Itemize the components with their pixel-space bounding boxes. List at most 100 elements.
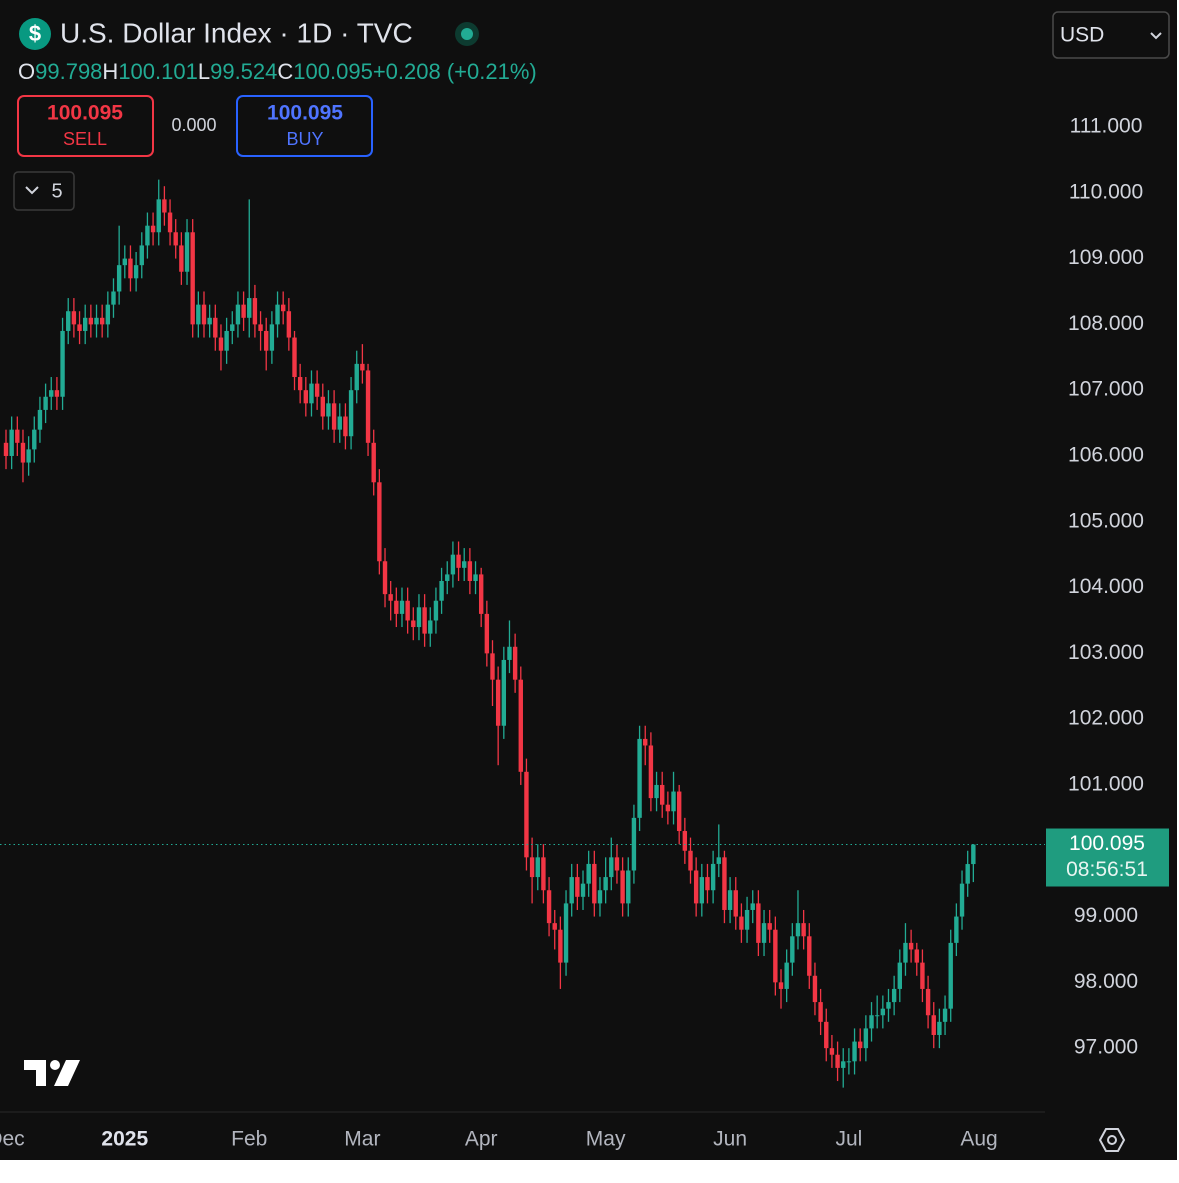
- ohlc-label: O: [18, 59, 35, 84]
- candle-body: [297, 377, 303, 391]
- candle-body: [688, 850, 693, 871]
- candle-body: [478, 574, 484, 614]
- candle-body: [314, 383, 320, 397]
- y-tick-label: 110.000: [1069, 180, 1143, 203]
- chart-title: U.S. Dollar Index · 1D · TVC: [60, 17, 413, 48]
- candle-body: [824, 1021, 829, 1049]
- candle-body: [15, 429, 20, 443]
- candle-body: [784, 962, 789, 989]
- candle-body: [699, 877, 705, 904]
- candle-body: [490, 653, 495, 680]
- candle-body: [558, 929, 563, 963]
- x-tick-label: Dec: [0, 1128, 25, 1151]
- candle-body: [592, 863, 597, 904]
- candle-body: [614, 857, 620, 871]
- candle-body: [150, 225, 156, 233]
- symbol-icon: [19, 18, 51, 50]
- candle-body: [32, 429, 37, 450]
- candle-body: [450, 554, 456, 575]
- candle-body: [280, 304, 286, 312]
- candle-body: [660, 784, 665, 805]
- indicators-toggle[interactable]: [13, 171, 75, 211]
- candle-body: [371, 442, 376, 483]
- candle-body: [948, 942, 953, 1009]
- candle-body: [931, 1015, 936, 1035]
- candle-body: [518, 679, 523, 772]
- candle-body: [196, 304, 201, 325]
- candle-body: [654, 784, 659, 799]
- candle-body: [43, 396, 48, 410]
- candle-body: [133, 265, 139, 279]
- candle-body: [66, 311, 71, 331]
- candle-body: [348, 390, 354, 437]
- settings-hex: [1098, 1128, 1126, 1152]
- spread: 0.000: [171, 115, 216, 135]
- buy-price: 100.095: [267, 102, 343, 125]
- candle-body: [201, 304, 207, 325]
- x-tick-label: Mar: [344, 1128, 380, 1151]
- candle-body: [954, 916, 959, 943]
- candle-body: [184, 232, 190, 272]
- plot-area: [0, 179, 1045, 1088]
- candle-body: [631, 817, 637, 871]
- sell-button[interactable]: [17, 95, 154, 157]
- candle-body: [937, 1021, 942, 1035]
- y-tick-label: 106.000: [1068, 444, 1144, 467]
- candle-body: [908, 942, 914, 950]
- candle-body: [756, 903, 761, 943]
- ohlc-label: H: [102, 59, 118, 84]
- candle-body: [874, 1015, 880, 1017]
- chevron-icon: [25, 186, 39, 195]
- candle-body: [145, 225, 150, 246]
- ohlc-value: 100.101: [118, 59, 198, 84]
- candle-body: [648, 745, 654, 799]
- candle-body: [224, 330, 229, 351]
- candle-body: [377, 482, 382, 562]
- candle-body: [456, 554, 461, 568]
- candle-body: [597, 890, 603, 904]
- x-tick-label: Jun: [713, 1128, 747, 1151]
- x-tick-label: May: [586, 1128, 626, 1151]
- candle-body: [365, 370, 371, 443]
- candle-body: [609, 857, 614, 878]
- logo-part: [24, 1060, 46, 1086]
- y-tick-label: 109.000: [1068, 246, 1144, 269]
- candle-body: [343, 416, 348, 437]
- sell-label: SELL: [63, 129, 107, 149]
- candle-body: [807, 936, 812, 976]
- candle-body: [218, 337, 224, 351]
- candle-body: [773, 929, 778, 983]
- candle-body: [3, 442, 9, 456]
- candle-body: [326, 403, 331, 417]
- candle-body: [744, 909, 750, 930]
- currency-select[interactable]: [1052, 11, 1170, 59]
- candle-body: [829, 1048, 835, 1055]
- candle-body: [9, 429, 14, 456]
- x-tick-label: Feb: [231, 1128, 267, 1151]
- candle-body: [705, 877, 710, 891]
- candle-body: [399, 600, 405, 614]
- candle-body: [586, 863, 591, 884]
- candle-body: [309, 383, 314, 404]
- settings-icon[interactable]: [1098, 1128, 1126, 1152]
- candle-body: [320, 396, 325, 417]
- candle-body: [643, 738, 648, 746]
- candle-body: [863, 1028, 869, 1049]
- y-tick-label: 107.000: [1068, 378, 1144, 401]
- y-tick-label: 108.000: [1068, 312, 1144, 335]
- candle-body: [665, 804, 671, 812]
- x-tick-label: Aug: [960, 1128, 997, 1151]
- candle-body: [750, 903, 755, 910]
- buy-button[interactable]: [236, 95, 373, 157]
- candle-body: [676, 791, 682, 832]
- chevron-icon: [1150, 32, 1162, 40]
- candle-body: [716, 857, 721, 864]
- candle-body: [484, 613, 490, 654]
- candle-body: [179, 245, 184, 272]
- candle-body: [790, 936, 795, 963]
- candle-body: [445, 574, 450, 581]
- last-price-tag: [1046, 828, 1169, 887]
- ohlc-value: 99.524: [210, 59, 277, 84]
- indicators-count: 5: [51, 180, 62, 202]
- candle-body: [942, 1008, 948, 1022]
